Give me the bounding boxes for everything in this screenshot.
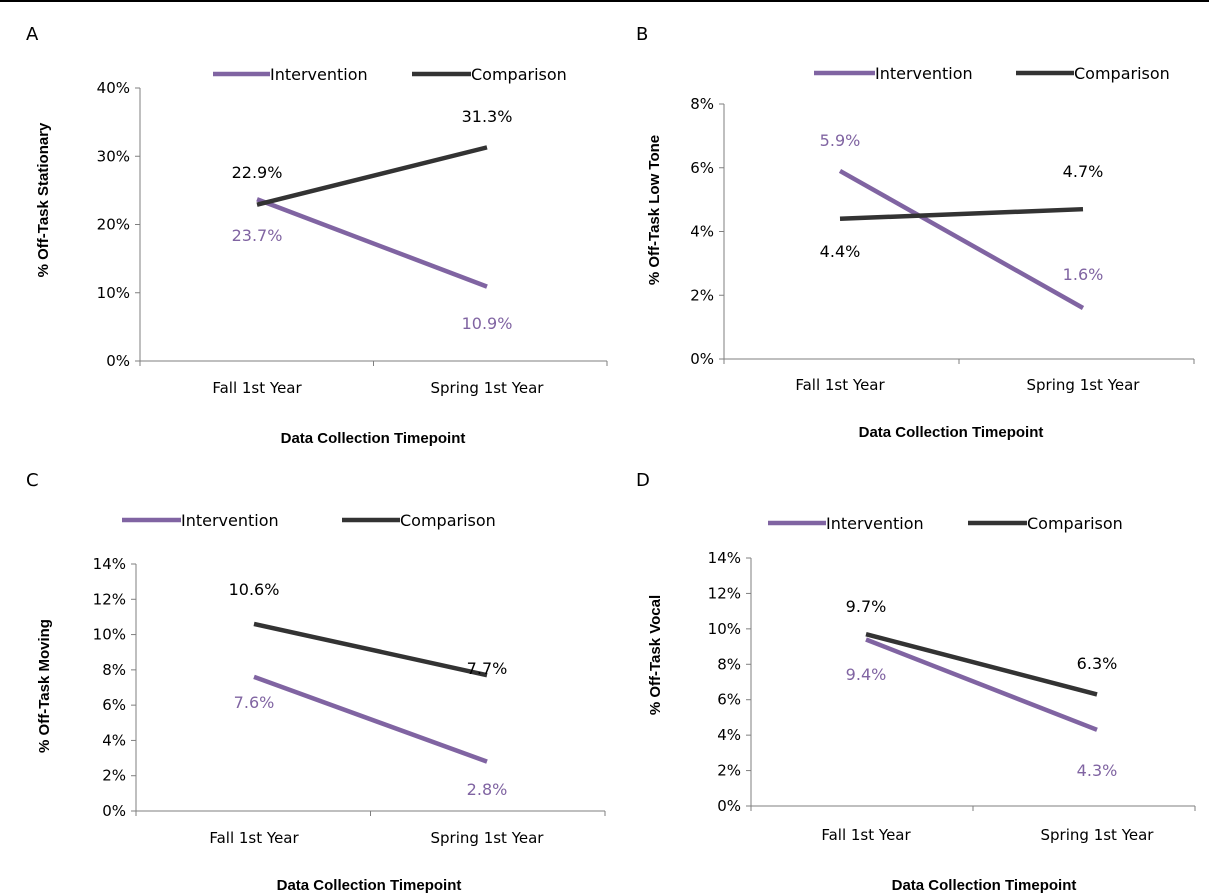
panel-d-data-label-comparison: 9.7%: [846, 597, 887, 616]
panel-b-y-tick-label: 4%: [690, 223, 714, 241]
panel-a-x-axis-title: Data Collection Timepoint: [281, 430, 466, 447]
panel-c-y-tick-label: 0%: [102, 802, 126, 820]
panel-a-y-tick-label: 0%: [106, 352, 130, 370]
panel-c-y-tick-label: 6%: [102, 696, 126, 714]
panel-d-x-tick-label: Spring 1st Year: [1041, 826, 1155, 844]
panel-a-x-tick-label: Fall 1st Year: [212, 379, 302, 397]
panel-c-y-axis-title: % Off-Task Moving: [36, 619, 53, 753]
panel-d-data-label-intervention: 9.4%: [846, 665, 887, 684]
panel-a-x-tick-label: Spring 1st Year: [431, 379, 545, 397]
panel-b-x-tick-label: Spring 1st Year: [1027, 376, 1141, 394]
panel-c-data-label-comparison: 7.7%: [467, 659, 508, 678]
panel-c-x-tick-label: Spring 1st Year: [431, 829, 545, 847]
panel-b-legend-label-comparison: Comparison: [1074, 64, 1170, 83]
panel-c-y-tick-label: 2%: [102, 767, 126, 785]
panel-c-y-tick-label: 12%: [93, 590, 126, 608]
panel-b-data-label-intervention: 5.9%: [820, 131, 861, 150]
panel-d-letter: D: [636, 470, 650, 491]
panel-b-y-tick-label: 6%: [690, 159, 714, 177]
panel-b-y-tick-label: 8%: [690, 95, 714, 113]
panel-b-y-axis-title: % Off-Task Low Tone: [646, 135, 663, 285]
panel-b-series-line-comparison: [839, 206, 1084, 221]
panel-a-letter: A: [26, 24, 39, 45]
panel-d-y-tick-label: 12%: [708, 584, 741, 602]
panel-a-y-tick-label: 20%: [97, 216, 130, 234]
panel-c-y-tick-label: 4%: [102, 731, 126, 749]
panel-c-x-tick-label: Fall 1st Year: [209, 829, 299, 847]
panel-c-legend-label-intervention: Intervention: [181, 511, 279, 530]
panel-a-series-line-intervention: [256, 197, 488, 289]
panel-b-letter: B: [636, 24, 648, 45]
panel-b-data-label-intervention: 1.6%: [1063, 265, 1104, 284]
panel-a-legend-label-comparison: Comparison: [471, 65, 567, 84]
panel-b-series-line-intervention: [838, 168, 1085, 310]
panel-d-data-label-comparison: 6.3%: [1077, 654, 1118, 673]
panel-d-y-tick-label: 14%: [708, 549, 741, 567]
panel-c-series-line-comparison: [253, 621, 488, 678]
panel-c-letter: C: [26, 470, 39, 491]
panel-c-legend-label-comparison: Comparison: [400, 511, 496, 530]
panel-a-data-label-intervention: 23.7%: [232, 226, 283, 245]
panel-c-y-tick-label: 10%: [93, 626, 126, 644]
panel-c-series-line-intervention: [253, 674, 488, 764]
panel-d-y-tick-label: 6%: [717, 691, 741, 709]
panel-a-y-tick-label: 40%: [97, 79, 130, 97]
panel-d-y-tick-label: 2%: [717, 762, 741, 780]
panel-c-data-label-intervention: 2.8%: [467, 780, 508, 799]
panel-a-data-label-comparison: 22.9%: [232, 163, 283, 182]
panel-b-legend-label-intervention: Intervention: [875, 64, 973, 83]
panel-d-data-label-intervention: 4.3%: [1077, 761, 1118, 780]
panel-d-x-axis-title: Data Collection Timepoint: [892, 877, 1077, 894]
panel-b-data-label-comparison: 4.4%: [820, 242, 861, 261]
panel-c-y-tick-label: 14%: [93, 555, 126, 573]
panel-d-y-tick-label: 0%: [717, 797, 741, 815]
panel-c-data-label-intervention: 7.6%: [234, 693, 275, 712]
panel-d-y-tick-label: 10%: [708, 620, 741, 638]
panel-d-y-axis-title: % Off-Task Vocal: [647, 595, 664, 715]
panel-a-data-label-intervention: 10.9%: [462, 314, 513, 333]
panel-c-data-label-comparison: 10.6%: [229, 580, 280, 599]
panel-a-y-axis-title: % Off-Task Stationary: [35, 122, 52, 277]
panel-a-data-label-comparison: 31.3%: [462, 107, 513, 126]
panel-c-y-tick-label: 8%: [102, 661, 126, 679]
panel-b-data-label-comparison: 4.7%: [1063, 162, 1104, 181]
panel-b-x-tick-label: Fall 1st Year: [795, 376, 885, 394]
panel-b-x-axis-title: Data Collection Timepoint: [859, 424, 1044, 441]
panel-d-legend-label-intervention: Intervention: [826, 514, 924, 533]
panel-c-x-axis-title: Data Collection Timepoint: [277, 877, 462, 894]
panel-d-legend-label-comparison: Comparison: [1027, 514, 1123, 533]
panel-b-y-tick-label: 0%: [690, 350, 714, 368]
panel-a-series-line-comparison: [256, 145, 488, 207]
panel-a-legend-label-intervention: Intervention: [270, 65, 368, 84]
panel-d-series-line-comparison: [865, 631, 1098, 697]
panel-b-y-tick-label: 2%: [690, 286, 714, 304]
panel-a-y-tick-label: 10%: [97, 284, 130, 302]
panel-d-y-tick-label: 8%: [717, 655, 741, 673]
panel-d-x-tick-label: Fall 1st Year: [821, 826, 911, 844]
panel-d-series-line-intervention: [865, 637, 1098, 732]
panel-a-y-tick-label: 30%: [97, 147, 130, 165]
panel-d-y-tick-label: 4%: [717, 726, 741, 744]
top-rule: [0, 0, 1209, 2]
